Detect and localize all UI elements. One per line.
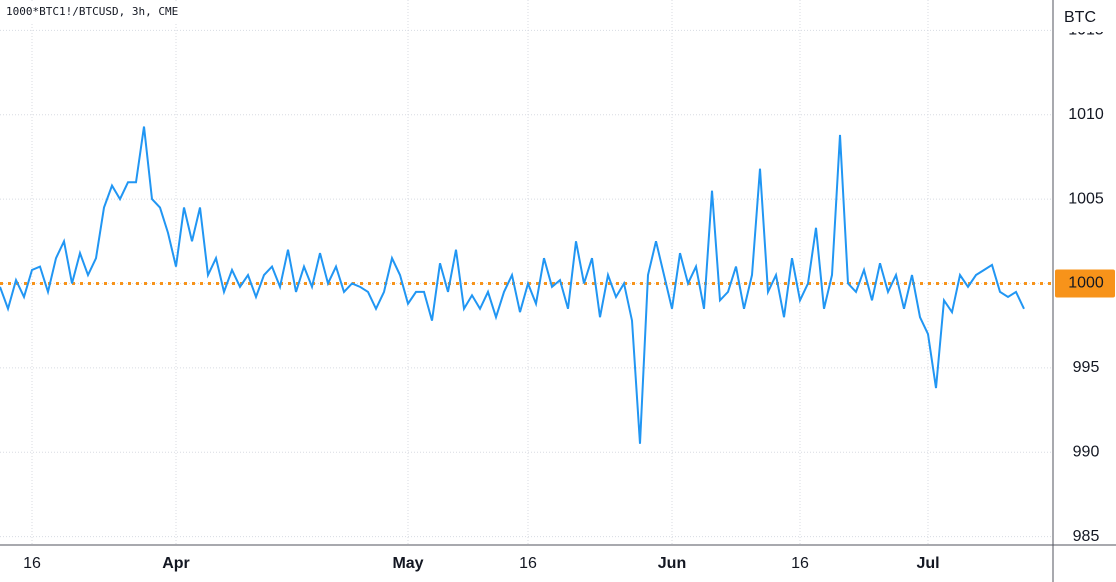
x-tick-label: Jul: [916, 555, 939, 572]
x-tick-label: 16: [23, 555, 41, 572]
x-tick-label: Apr: [162, 555, 190, 572]
y-tick-label: 1010: [1068, 106, 1104, 123]
x-tick-label: 16: [791, 555, 809, 572]
x-tick-label: May: [392, 555, 423, 572]
chart-title: 1000*BTC1!/BTCUSD, 3h, CME: [6, 5, 178, 18]
x-tick-label: 16: [519, 555, 537, 572]
y-axis-label: BTC: [1064, 9, 1096, 26]
axis-label-box: [1055, 0, 1116, 32]
title-box: [0, 2, 205, 22]
y-tick-label: 990: [1073, 443, 1100, 460]
reference-label: 1000: [1068, 275, 1104, 292]
price-line: [0, 126, 1025, 444]
reference-label-box: [1055, 269, 1115, 298]
x-tick-label: Jun: [658, 555, 686, 572]
y-tick-label: 1005: [1068, 190, 1104, 207]
y-tick-label: 995: [1073, 359, 1100, 376]
y-tick-label: 985: [1073, 528, 1100, 545]
